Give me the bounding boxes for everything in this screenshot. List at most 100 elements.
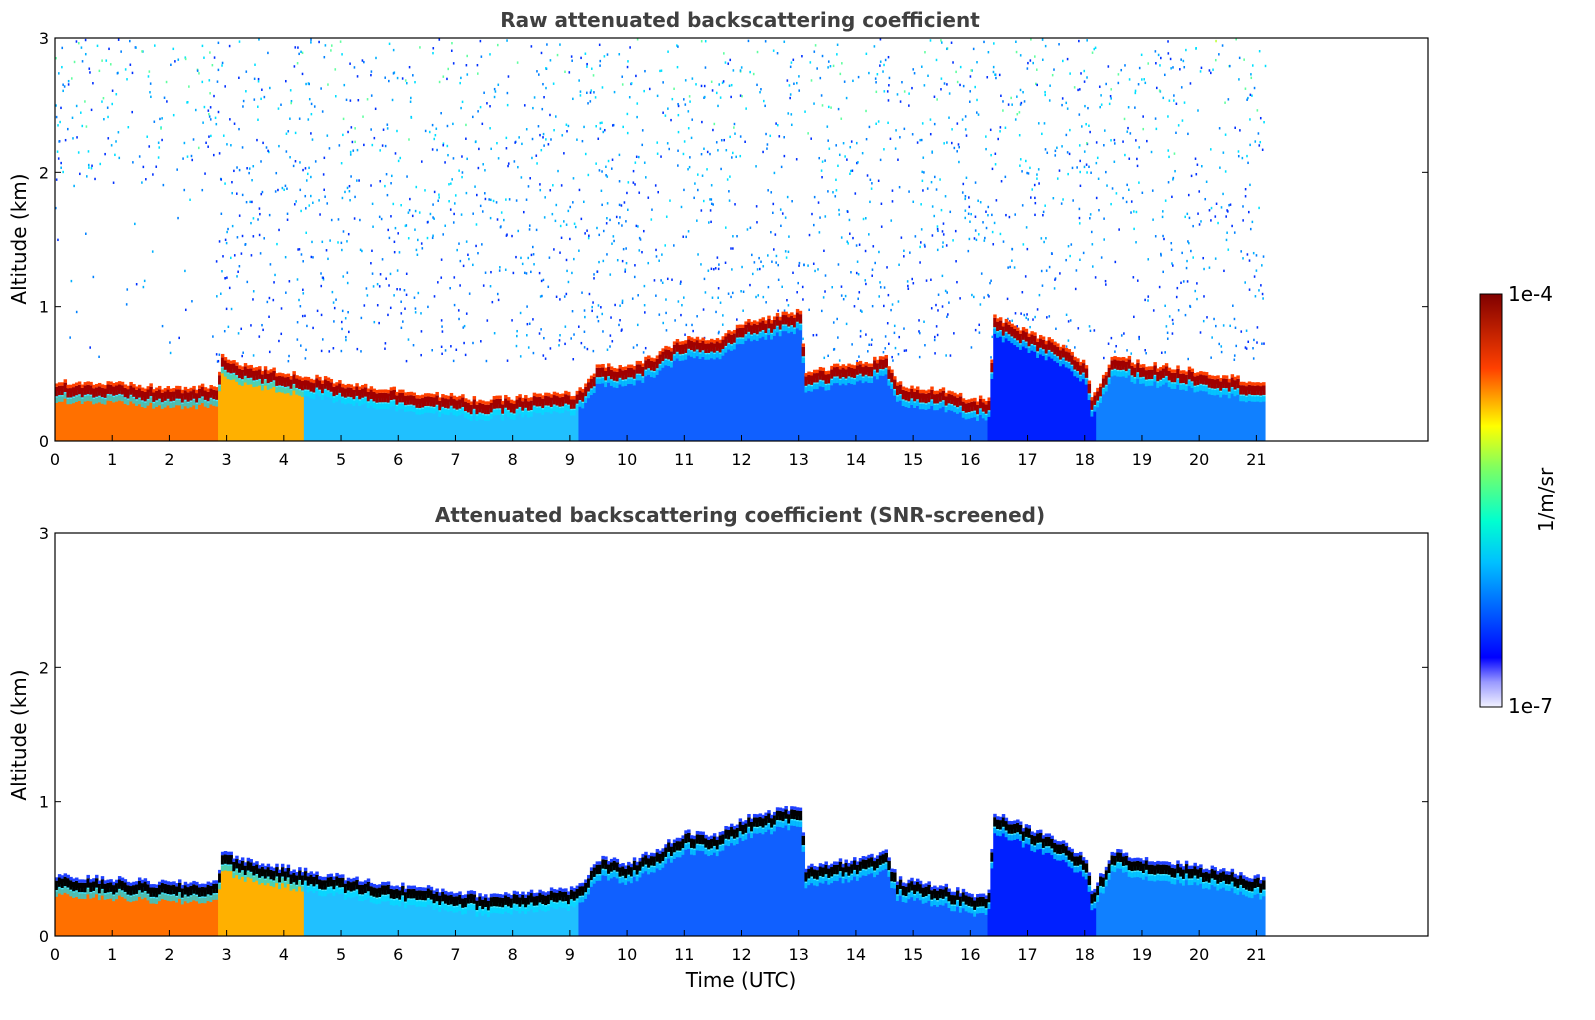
layer-mid: [775, 321, 780, 333]
noise-pixel: [203, 105, 206, 109]
noise-pixel: [320, 284, 323, 288]
noise-pixel: [589, 100, 592, 103]
layer-mid: [584, 392, 588, 403]
noise-pixel: [102, 96, 105, 100]
noise-pixel: [1044, 148, 1047, 151]
layer-edge: [687, 336, 691, 340]
noise-pixel: [956, 150, 958, 153]
layer-mid: [389, 395, 394, 407]
noise-pixel: [365, 287, 368, 290]
noise-pixel: [406, 175, 408, 178]
layer-cap: [195, 393, 199, 403]
noise-pixel: [1209, 148, 1212, 151]
layer-cap: [80, 882, 85, 893]
noise-pixel: [1182, 280, 1185, 283]
noise-pixel: [573, 222, 576, 225]
layer-mid: [240, 375, 245, 386]
noise-pixel: [912, 68, 915, 71]
noise-pixel: [521, 142, 523, 146]
layer-fill: [255, 381, 259, 441]
noise-pixel: [1091, 243, 1094, 246]
noise-pixel: [111, 89, 114, 92]
layer-fill: [186, 897, 191, 936]
noise-pixel: [776, 124, 779, 127]
noise-pixel: [580, 217, 583, 221]
noise-pixel: [812, 334, 815, 337]
noise-pixel: [1190, 174, 1193, 178]
layer-mid: [675, 347, 680, 359]
noise-pixel: [566, 130, 568, 133]
layer-cap: [86, 384, 90, 395]
profile-column: [715, 338, 720, 441]
noise-pixel: [854, 192, 857, 195]
layer-mid: [215, 395, 219, 407]
profile-column: [306, 376, 311, 441]
layer-cap: [958, 396, 963, 406]
layer-fill: [987, 411, 991, 441]
noise-pixel: [812, 223, 815, 227]
layer-mid: [309, 387, 314, 399]
noise-pixel: [217, 359, 220, 363]
layer-mid: [764, 329, 768, 340]
noise-pixel: [541, 107, 544, 111]
noise-pixel: [1128, 157, 1131, 160]
profile-column: [1170, 369, 1175, 441]
noise-pixel: [935, 58, 938, 62]
noise-pixel: [683, 140, 686, 143]
layer-mid: [993, 323, 997, 334]
noise-pixel: [930, 180, 933, 184]
noise-pixel: [1011, 259, 1013, 262]
layer-cap: [644, 360, 648, 370]
noise-pixel: [650, 218, 653, 221]
noise-pixel: [1208, 69, 1211, 72]
noise-pixel: [645, 176, 647, 179]
layer-edge: [1033, 332, 1037, 336]
noise-pixel: [898, 263, 900, 266]
noise-pixel: [977, 199, 979, 202]
profile-column: [701, 337, 705, 441]
layer-cap: [175, 389, 179, 399]
noise-pixel: [298, 52, 300, 56]
profile-column: [1061, 344, 1066, 441]
layer-fill: [798, 324, 803, 441]
noise-pixel: [836, 43, 839, 46]
noise-pixel: [553, 248, 555, 251]
noise-pixel: [1260, 284, 1262, 287]
layer-edge: [555, 392, 560, 397]
noise-pixel: [528, 224, 531, 227]
noise-pixel: [1200, 66, 1203, 70]
noise-pixel: [567, 124, 570, 128]
noise-pixel: [546, 43, 548, 46]
profile-column: [1030, 331, 1034, 441]
layer-fill: [160, 403, 165, 441]
noise-pixel: [677, 104, 680, 108]
layer-cap: [341, 387, 345, 397]
noise-pixel: [1137, 83, 1140, 86]
layer-mid: [135, 395, 139, 406]
noise-pixel: [1015, 40, 1017, 43]
layer-cap: [1253, 385, 1257, 396]
noise-pixel: [1061, 97, 1064, 100]
layer-fill: [358, 400, 362, 441]
noise-pixel: [1027, 172, 1030, 175]
layer-mid: [641, 372, 645, 383]
noise-pixel: [719, 96, 722, 99]
layer-mid: [1204, 380, 1209, 392]
profile-column: [1079, 361, 1083, 441]
noise-pixel: [543, 95, 545, 99]
layer-cap: [878, 359, 883, 369]
layer-mid: [618, 373, 622, 385]
noise-pixel: [224, 277, 227, 280]
noise-pixel: [1213, 317, 1215, 321]
layer-fill: [1176, 379, 1180, 441]
layer-cap: [813, 373, 817, 383]
noise-pixel: [537, 125, 540, 128]
noise-pixel: [148, 145, 151, 148]
layer-edge: [1116, 357, 1120, 361]
profile-column: [1176, 365, 1180, 441]
layer-cap: [412, 395, 417, 406]
layer-cap: [861, 367, 866, 377]
layer-cap: [481, 403, 485, 414]
layer-cap: [1213, 379, 1217, 389]
noise-pixel: [404, 224, 407, 228]
